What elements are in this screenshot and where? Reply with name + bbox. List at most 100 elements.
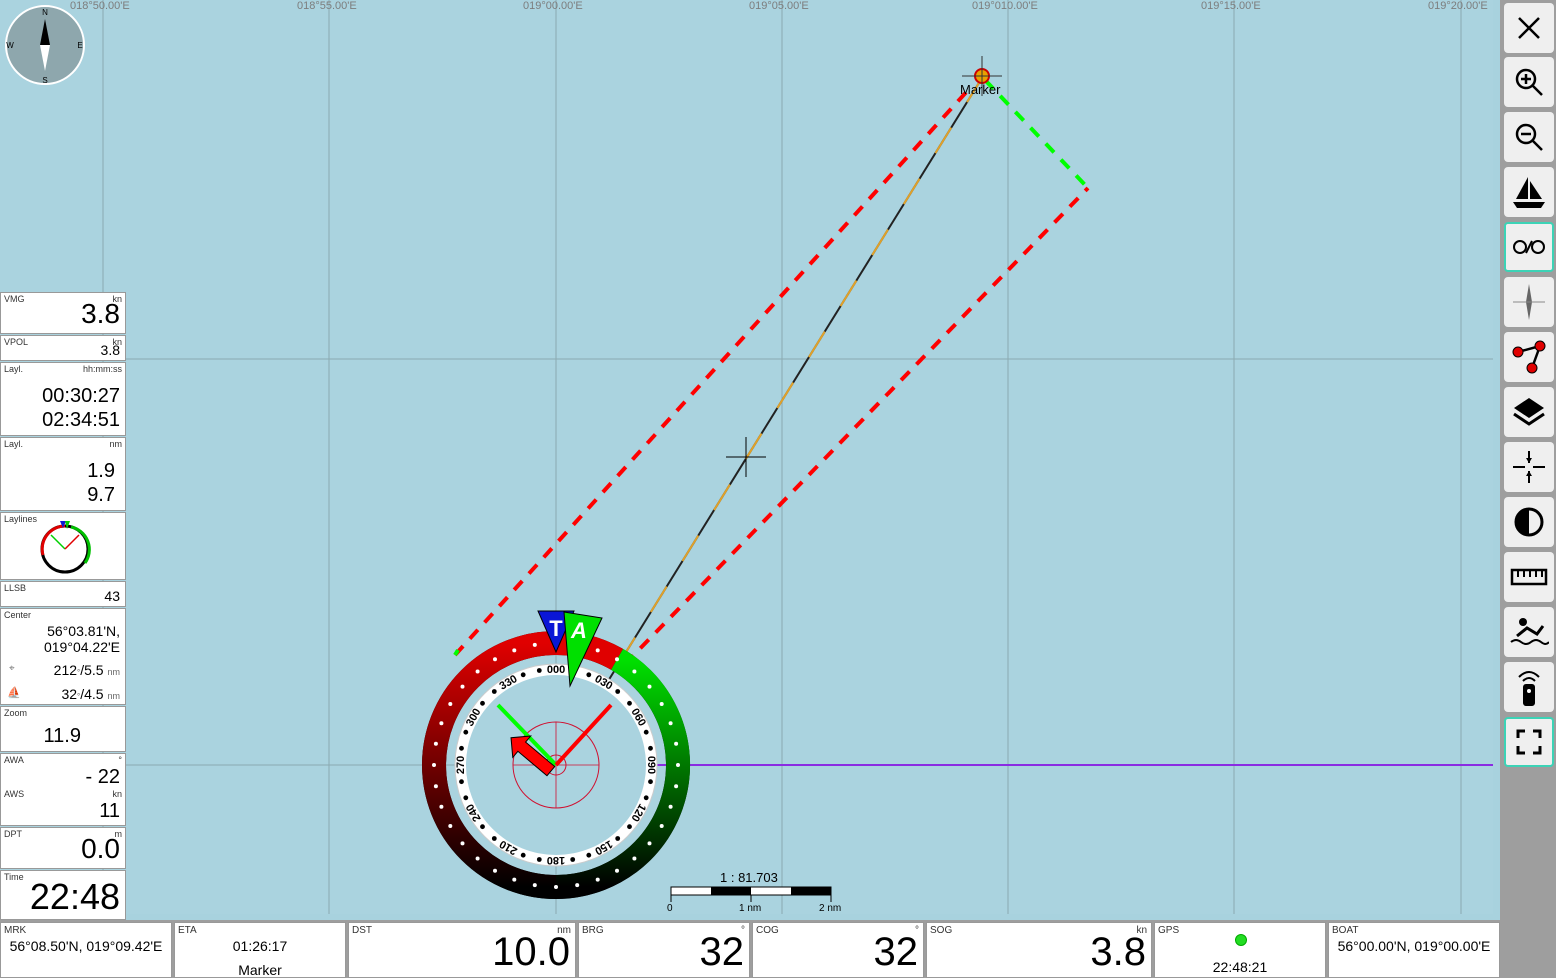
widget-sog[interactable]: SOG kn 3.8 bbox=[926, 922, 1152, 978]
ring-degree-label: 090 bbox=[645, 756, 657, 774]
lon-label: 019°15.00'E bbox=[1201, 0, 1261, 12]
layers-button[interactable] bbox=[1504, 387, 1554, 437]
fullscreen-icon bbox=[1516, 729, 1542, 755]
center-lock-icon bbox=[1513, 451, 1545, 483]
man-overboard-icon bbox=[1510, 618, 1549, 645]
widget-eta[interactable]: ETA 01:26:17 Marker bbox=[174, 922, 346, 978]
widget-caption: Layl. bbox=[4, 439, 24, 449]
boat-button[interactable] bbox=[1504, 167, 1554, 217]
widget-vpol[interactable]: VPOL kn 3.8 bbox=[0, 335, 126, 361]
lon-label: 018°55.00'E bbox=[297, 0, 357, 12]
anchor-watch-icon bbox=[1513, 240, 1545, 254]
widget-caption: Time bbox=[4, 872, 24, 882]
zoom-out-icon bbox=[1515, 123, 1543, 151]
widget-depth[interactable]: DPT m 0.0 bbox=[0, 827, 126, 869]
remote-control-button[interactable] bbox=[1504, 662, 1554, 712]
anchor-watch-button[interactable] bbox=[1504, 222, 1554, 272]
widget-caption: AWS bbox=[4, 789, 25, 799]
aws-value: 11 bbox=[99, 800, 120, 822]
widget-dst[interactable]: DST nm 10.0 bbox=[348, 922, 576, 978]
widget-caption: LLSB bbox=[4, 583, 27, 593]
center-lat: 56°03.81'N, bbox=[47, 623, 120, 639]
night-mode-button[interactable] bbox=[1504, 497, 1554, 547]
map-grid bbox=[102, 0, 1493, 914]
layline-starboard bbox=[983, 78, 1090, 190]
widget-unit: kn bbox=[112, 337, 122, 347]
boat-icon: ⛵ bbox=[7, 687, 21, 699]
layl-time-2: 02:34:51 bbox=[42, 409, 120, 431]
vpol-value: 3.8 bbox=[100, 342, 120, 358]
layers-icon bbox=[1513, 398, 1545, 426]
chart-map[interactable]: 000 030 060 090 120 150 180 210 240 270 300 330 T A bbox=[0, 0, 1493, 914]
svg-text:W: W bbox=[6, 41, 14, 50]
widget-caption: AWA bbox=[4, 755, 24, 765]
layl-time-1: 00:30:27 bbox=[42, 385, 120, 407]
zoom-out-button[interactable] bbox=[1504, 112, 1554, 162]
widget-caption: BOAT bbox=[1332, 925, 1359, 936]
lon-label: 018°50.00'E bbox=[70, 0, 130, 12]
widget-layline-time[interactable]: Layl. hh:mm:ss 00:30:27 02:34:51 bbox=[0, 362, 126, 436]
dst-value: 10.0 bbox=[492, 930, 570, 974]
zoom-value: 11.9 bbox=[43, 725, 81, 747]
widget-cog[interactable]: COG ° 32 bbox=[752, 922, 924, 978]
svg-text:T: T bbox=[549, 616, 563, 641]
time-value: 22:48 bbox=[29, 876, 120, 917]
measure-ruler-icon bbox=[1510, 568, 1548, 586]
center-lon: 019°04.22'E bbox=[43, 639, 120, 655]
route-icon bbox=[1512, 340, 1546, 374]
eta-name: Marker bbox=[238, 962, 282, 978]
layline-port-right bbox=[623, 186, 1090, 666]
widget-llsb[interactable]: LLSB 43 bbox=[0, 581, 126, 607]
compass-rose-icon[interactable]: N E S W bbox=[5, 5, 85, 85]
widget-caption: COG bbox=[756, 925, 779, 936]
layline-port-left bbox=[453, 86, 972, 657]
center-lock-button[interactable] bbox=[1504, 442, 1554, 492]
widget-gps[interactable]: GPS 22:48:21 bbox=[1154, 922, 1326, 978]
layl-dist-1: 1.9 bbox=[87, 460, 115, 482]
widget-caption: Laylines bbox=[4, 514, 38, 524]
close-button[interactable] bbox=[1504, 3, 1554, 53]
brg-value: 32 bbox=[699, 930, 745, 974]
widget-wind[interactable]: AWA ° - 22 AWS kn 11 bbox=[0, 753, 126, 826]
man-overboard-button[interactable] bbox=[1504, 607, 1554, 657]
widget-center[interactable]: Center 56°03.81'N, 019°04.22'E ⌖ 212°/5.… bbox=[0, 608, 126, 705]
sog-value: 3.8 bbox=[1090, 930, 1146, 974]
widget-laylines[interactable]: Laylines bbox=[0, 512, 126, 580]
laylines-mini-icon bbox=[40, 521, 91, 574]
lon-label: 019°010.00'E bbox=[972, 0, 1038, 12]
zoom-in-icon bbox=[1515, 68, 1543, 96]
widget-layline-distance[interactable]: Layl. nm 1.9 9.7 bbox=[0, 437, 126, 511]
lon-label: 019°00.00'E bbox=[523, 0, 583, 12]
widget-zoom[interactable]: Zoom 11.9 bbox=[0, 706, 126, 752]
widget-boat[interactable]: BOAT 56°00.00'N, 019°00.00'E bbox=[1328, 922, 1500, 978]
stb-layline-indicator bbox=[496, 703, 558, 767]
route-button[interactable] bbox=[1504, 332, 1554, 382]
remote-control-icon bbox=[1518, 671, 1540, 706]
port-layline-indicator bbox=[554, 703, 613, 767]
compass-north-button[interactable] bbox=[1504, 277, 1554, 327]
svg-text:S: S bbox=[42, 76, 47, 85]
scale-bar bbox=[670, 886, 832, 902]
boat-position: 56°00.00'N, 019°00.00'E bbox=[1337, 938, 1491, 954]
scale-tick-1: 1 nm bbox=[739, 903, 762, 914]
widget-brg[interactable]: BRG ° 32 bbox=[578, 922, 750, 978]
widget-mrk[interactable]: MRK 56°08.50'N, 019°09.42'E bbox=[0, 922, 172, 978]
widget-caption: DST bbox=[352, 925, 372, 936]
widget-unit: m bbox=[114, 829, 123, 839]
widget-unit: ° bbox=[915, 925, 919, 936]
lon-label: 019°05.00'E bbox=[749, 0, 809, 12]
boat-bearing-row: 32°/4.5 nm bbox=[61, 686, 120, 702]
widget-caption: Center bbox=[4, 610, 32, 620]
zoom-in-button[interactable] bbox=[1504, 57, 1554, 107]
fullscreen-button[interactable] bbox=[1504, 717, 1554, 767]
widget-caption: BRG bbox=[582, 925, 604, 936]
widget-vmg[interactable]: VMG kn 3.8 bbox=[0, 292, 126, 334]
scale-tick-0: 0 bbox=[667, 903, 673, 914]
widget-caption: Zoom bbox=[4, 708, 28, 718]
widget-time[interactable]: Time 22:48 bbox=[0, 870, 126, 920]
measure-button[interactable] bbox=[1504, 552, 1554, 602]
boat-icon bbox=[1513, 177, 1545, 208]
widget-caption: MRK bbox=[4, 925, 27, 936]
